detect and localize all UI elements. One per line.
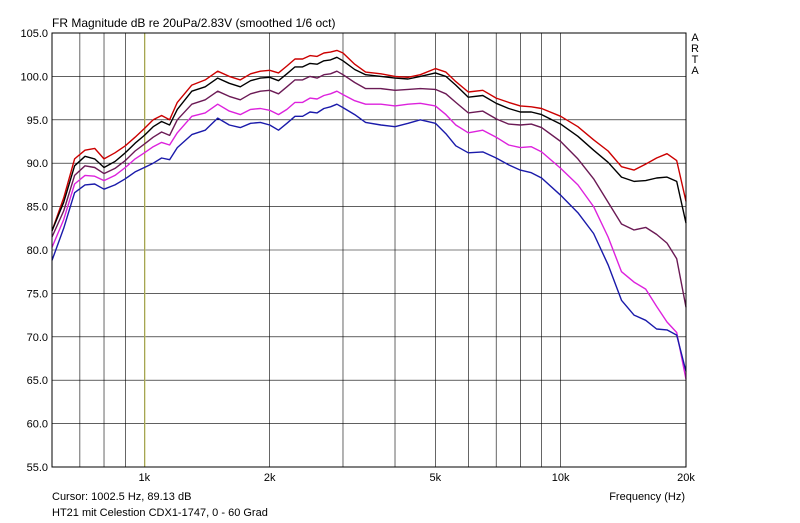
y-tick-label: 100.0 — [20, 71, 48, 83]
brand-letter: R — [691, 43, 699, 55]
brand-letter: T — [691, 54, 699, 66]
x-axis-label: Frequency (Hz) — [609, 491, 685, 503]
brand-letter: A — [691, 32, 699, 44]
y-tick-label: 55.0 — [27, 462, 48, 474]
x-tick-label: 5k — [430, 472, 442, 484]
x-tick-label: 2k — [264, 472, 276, 484]
series-line-1 — [51, 49, 687, 232]
x-tick-label: 10k — [552, 472, 570, 484]
series-line-2 — [51, 56, 687, 232]
plot-frame — [51, 32, 687, 468]
y-tick-label: 60.0 — [27, 419, 48, 431]
cursor-readout: Cursor: 1002.5 Hz, 89.13 dB — [52, 491, 192, 503]
series-line-4 — [51, 90, 687, 380]
y-tick-label: 75.0 — [27, 288, 48, 300]
brand-letter: A — [691, 65, 699, 77]
x-tick-label: 20k — [677, 472, 695, 484]
y-tick-label: 85.0 — [27, 202, 48, 214]
y-tick-label: 65.0 — [27, 375, 48, 387]
y-tick-label: 70.0 — [27, 332, 48, 344]
chart-title: FR Magnitude dB re 20uPa/2.83V (smoothed… — [52, 16, 336, 30]
series-line-3 — [51, 70, 687, 308]
y-tick-label: 80.0 — [27, 245, 48, 257]
measurement-note: HT21 mit Celestion CDX1-1747, 0 - 60 Gra… — [52, 507, 268, 519]
y-tick-label: 105.0 — [20, 28, 48, 40]
y-tick-label: 95.0 — [27, 115, 48, 127]
series-line-5 — [51, 103, 687, 372]
y-tick-label: 90.0 — [27, 158, 48, 170]
x-tick-label: 1k — [139, 472, 151, 484]
